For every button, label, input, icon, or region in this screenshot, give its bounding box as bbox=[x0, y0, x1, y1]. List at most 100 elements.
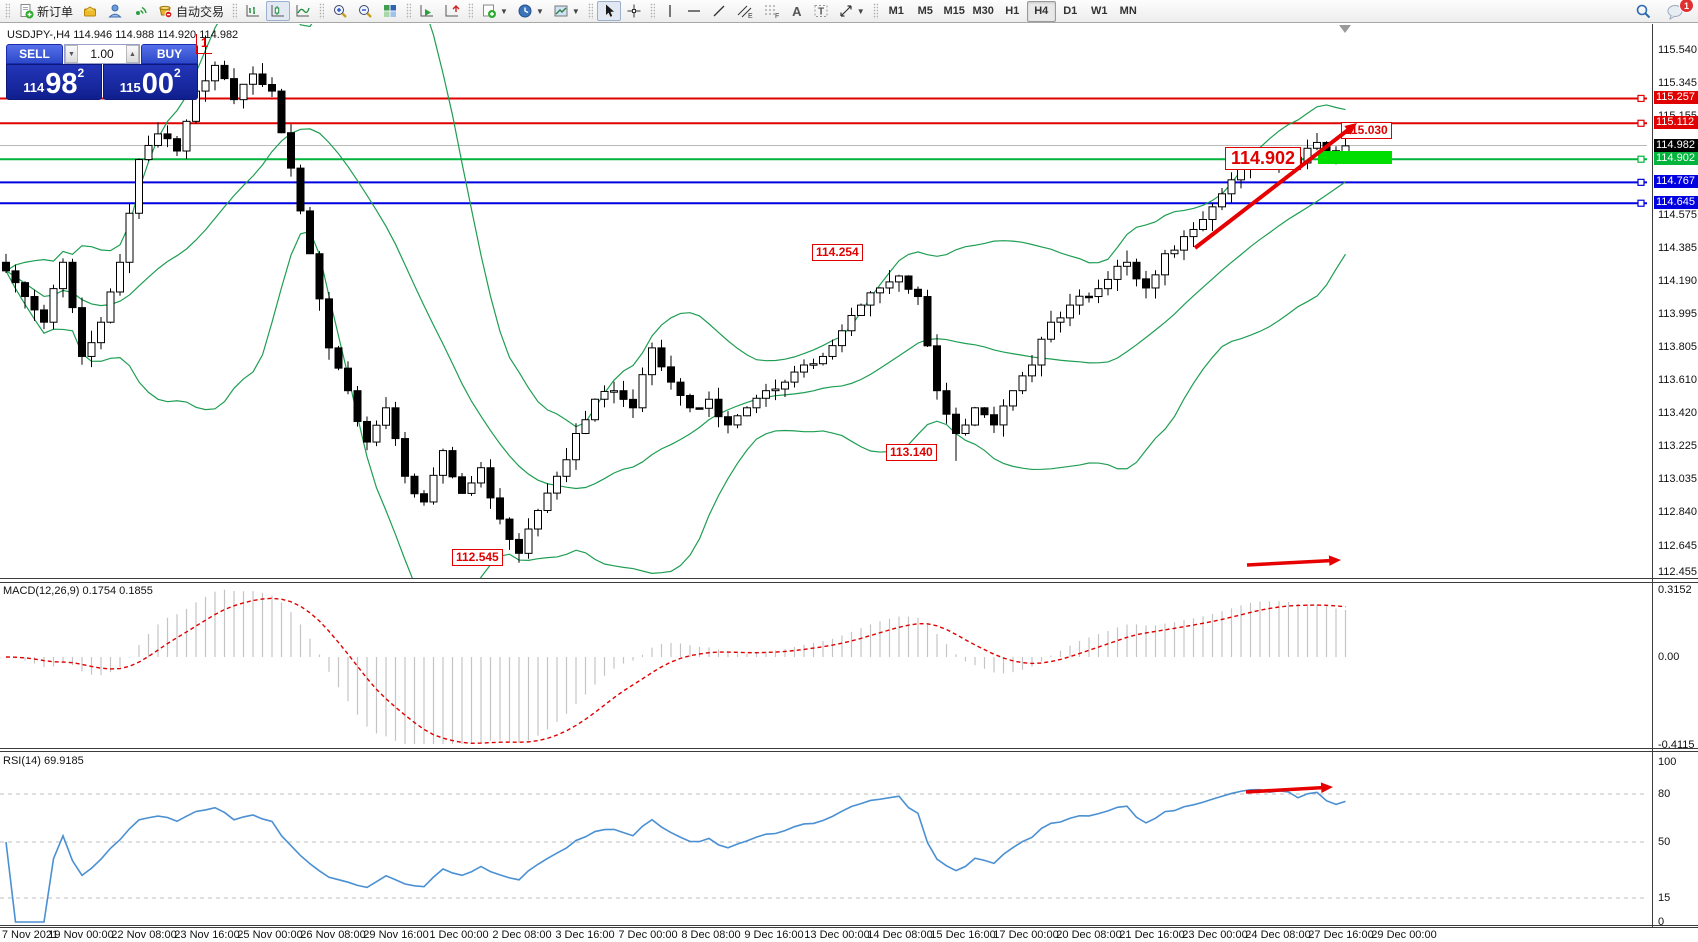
price-annotation[interactable]: 114.254 bbox=[812, 244, 863, 261]
arrows-objects-button[interactable]: ▼ bbox=[834, 1, 869, 21]
candlestick-chart-button[interactable] bbox=[266, 1, 291, 21]
sell-price[interactable]: 114 98 2 bbox=[6, 64, 102, 100]
price-tick: 114.385 bbox=[1658, 242, 1697, 254]
time-axis-label: 1 Dec 00:00 bbox=[429, 929, 489, 941]
chat-notification-badge: 1 bbox=[1679, 0, 1694, 13]
new-chart-button[interactable]: ▼ bbox=[477, 1, 512, 21]
cursor-button[interactable] bbox=[596, 1, 621, 21]
trendline-button[interactable] bbox=[707, 1, 731, 21]
toolbar-grip[interactable] bbox=[406, 3, 412, 19]
volume-increase-button[interactable]: ▲ bbox=[126, 45, 139, 63]
toolbar-grip[interactable] bbox=[587, 3, 593, 19]
vertical-line-button[interactable] bbox=[659, 1, 681, 21]
rsi-indicator-label: RSI(14) 69.9185 bbox=[3, 755, 84, 767]
timeframe-mn[interactable]: MN bbox=[1119, 5, 1137, 17]
wave-count-marker[interactable]: 1 bbox=[196, 34, 212, 54]
clock-icon bbox=[517, 3, 533, 19]
timeframe-m5[interactable]: M5 bbox=[917, 5, 933, 17]
toolbar-grip[interactable] bbox=[468, 3, 474, 19]
toolbar-grip[interactable] bbox=[872, 3, 878, 19]
resistance-highlight-zone[interactable] bbox=[1318, 151, 1392, 164]
buy-price[interactable]: 115 00 2 bbox=[102, 64, 198, 100]
periods-button[interactable]: ▼ bbox=[513, 1, 548, 21]
tile-windows-icon bbox=[382, 3, 398, 19]
timeframe-h4[interactable]: H4 bbox=[1026, 0, 1056, 22]
volume-value[interactable]: 1.00 bbox=[90, 47, 114, 61]
panel-separator[interactable] bbox=[0, 578, 1698, 583]
new-order-button[interactable]: 新订单 bbox=[14, 1, 77, 21]
dropdown-caret-icon: ▼ bbox=[856, 6, 865, 16]
rsi-tick: 15 bbox=[1658, 892, 1671, 904]
sell-price-pips: 98 bbox=[45, 68, 78, 100]
sell-button[interactable]: SELL bbox=[6, 44, 63, 64]
rsi-tick: 0 bbox=[1658, 916, 1665, 928]
buy-price-point: 2 bbox=[174, 66, 181, 80]
panel-separator[interactable] bbox=[0, 748, 1698, 752]
autotrade-label: 自动交易 bbox=[176, 4, 225, 19]
buy-button[interactable]: BUY bbox=[141, 44, 198, 64]
toolbar-grip[interactable] bbox=[319, 3, 325, 19]
price-annotation[interactable]: 112.545 bbox=[452, 549, 503, 566]
price-axis-line bbox=[1652, 24, 1653, 927]
templates-button[interactable]: ▼ bbox=[549, 1, 584, 21]
chat-icon bbox=[1666, 3, 1684, 20]
auto-scroll-button[interactable] bbox=[415, 1, 439, 21]
toolbar-grip[interactable] bbox=[5, 3, 10, 19]
time-axis-label: 7 Nov 2021 bbox=[1, 929, 59, 941]
rsi-tick: 100 bbox=[1658, 756, 1677, 768]
market-watch-button[interactable] bbox=[78, 1, 102, 21]
horizontal-line-button[interactable] bbox=[682, 1, 706, 21]
svg-text:F: F bbox=[775, 13, 779, 19]
macd-indicator-label: MACD(12,26,9) 0.1754 0.1855 bbox=[3, 585, 153, 597]
macd-tick: 0.3152 bbox=[1658, 584, 1692, 596]
crosshair-icon bbox=[626, 3, 642, 19]
time-axis-label: 17 Dec 00:00 bbox=[993, 929, 1059, 941]
price-tick: 113.995 bbox=[1658, 308, 1697, 320]
timeframe-m15[interactable]: M15 bbox=[943, 5, 965, 17]
main-chart-canvas[interactable] bbox=[0, 24, 1652, 578]
price-annotation[interactable]: 114.902 bbox=[1225, 147, 1302, 170]
price-tick: 112.455 bbox=[1658, 566, 1697, 578]
timeframe-d1[interactable]: D1 bbox=[1063, 5, 1078, 17]
autotrade-button[interactable]: 自动交易 bbox=[153, 1, 228, 21]
timeframe-m1[interactable]: M1 bbox=[888, 5, 904, 17]
timeframe-h1[interactable]: H1 bbox=[1005, 5, 1020, 17]
line-chart-button[interactable] bbox=[291, 1, 315, 21]
time-axis-label: 7 Dec 00:00 bbox=[618, 929, 678, 941]
tile-windows-button[interactable] bbox=[378, 1, 402, 21]
chart-shift-icon bbox=[444, 3, 460, 19]
chat-button[interactable]: 1 bbox=[1662, 0, 1694, 21]
svg-text:T: T bbox=[818, 7, 824, 18]
toolbar-grip[interactable] bbox=[232, 3, 238, 19]
zoom-out-icon bbox=[357, 3, 373, 19]
signal-icon bbox=[132, 3, 148, 19]
equidistant-channel-button[interactable]: E bbox=[732, 1, 758, 21]
timeframe-w1[interactable]: W1 bbox=[1090, 5, 1108, 17]
channel-icon: E bbox=[736, 3, 754, 19]
text-button[interactable]: A bbox=[786, 1, 808, 21]
signals-button[interactable] bbox=[128, 1, 152, 21]
time-axis-label: 27 Dec 16:00 bbox=[1308, 929, 1374, 941]
dropdown-caret-icon: ▼ bbox=[500, 6, 508, 16]
text-label-button[interactable]: T bbox=[809, 1, 833, 21]
zoom-in-button[interactable] bbox=[328, 1, 352, 21]
crosshair-button[interactable] bbox=[622, 1, 646, 21]
arrows-objects-icon bbox=[838, 3, 854, 19]
bar-chart-button[interactable] bbox=[241, 1, 265, 21]
price-tick: 112.645 bbox=[1658, 540, 1697, 552]
community-button[interactable] bbox=[103, 1, 127, 21]
timeframe-m30[interactable]: M30 bbox=[972, 5, 994, 17]
macd-panel-canvas[interactable] bbox=[0, 583, 1652, 748]
fibonacci-button[interactable]: F bbox=[759, 1, 785, 21]
svg-text:E: E bbox=[748, 13, 753, 19]
chart-shift-marker[interactable] bbox=[1339, 25, 1351, 33]
rsi-panel-canvas[interactable] bbox=[0, 752, 1652, 925]
search-button[interactable] bbox=[1631, 1, 1656, 21]
price-annotation[interactable]: 115.030 bbox=[1341, 122, 1392, 139]
volume-decrease-button[interactable]: ▼ bbox=[65, 45, 78, 63]
zoom-out-button[interactable] bbox=[353, 1, 377, 21]
price-annotation[interactable]: 113.140 bbox=[886, 444, 937, 461]
timeframe-bar: M1 M5 M15 M30 H1 H4 D1 W1 MN bbox=[882, 0, 1143, 22]
chart-shift-button[interactable] bbox=[440, 1, 464, 21]
toolbar-grip[interactable] bbox=[649, 3, 655, 19]
